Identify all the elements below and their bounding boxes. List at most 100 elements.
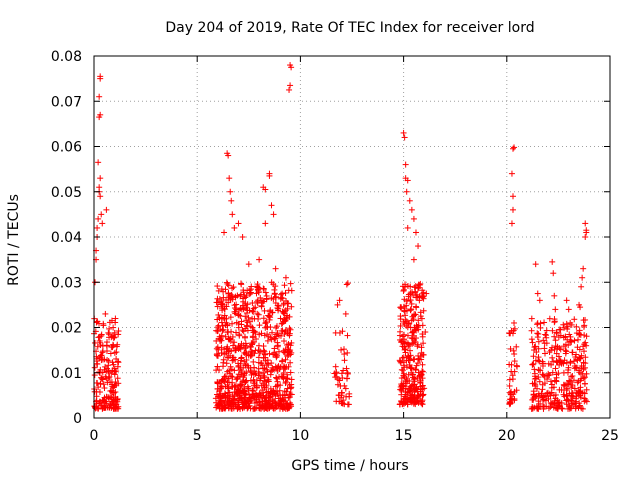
- data-point: [113, 401, 120, 408]
- data-point: [343, 375, 350, 382]
- data-point: [534, 334, 541, 341]
- data-point: [419, 368, 426, 375]
- data-point: [215, 311, 222, 318]
- data-point: [399, 400, 406, 407]
- data-point: [273, 293, 280, 300]
- data-point: [528, 327, 535, 334]
- data-point: [583, 333, 590, 340]
- data-point: [545, 372, 552, 379]
- data-point: [402, 312, 409, 319]
- data-point: [571, 316, 578, 323]
- data-point: [97, 342, 104, 349]
- data-point: [228, 405, 235, 412]
- data-point: [563, 392, 570, 399]
- data-point: [95, 334, 102, 341]
- data-point: [407, 307, 414, 314]
- x-tick-label: 0: [90, 428, 99, 444]
- data-point: [400, 129, 407, 136]
- data-point: [343, 281, 350, 288]
- data-point: [241, 404, 248, 411]
- data-point: [344, 369, 351, 376]
- data-point: [580, 265, 587, 272]
- data-point: [336, 398, 343, 405]
- data-point: [231, 224, 238, 231]
- data-point: [228, 197, 235, 204]
- data-point: [580, 317, 587, 324]
- data-point: [238, 306, 245, 313]
- data-point: [234, 405, 241, 412]
- data-point: [213, 391, 220, 398]
- data-point: [214, 379, 221, 386]
- data-point: [548, 384, 555, 391]
- data-point: [282, 346, 289, 353]
- data-point: [94, 224, 101, 231]
- data-point: [513, 343, 520, 350]
- data-point: [242, 345, 249, 352]
- data-point: [278, 294, 285, 301]
- data-point: [243, 317, 250, 324]
- data-point: [341, 351, 348, 358]
- data-point: [254, 298, 261, 305]
- data-point: [577, 377, 584, 384]
- data-point: [409, 398, 416, 405]
- data-point: [239, 394, 246, 401]
- data-point: [417, 386, 424, 393]
- data-point: [213, 337, 220, 344]
- data-point: [282, 356, 289, 363]
- data-point: [224, 368, 231, 375]
- data-point: [235, 362, 242, 369]
- data-point: [287, 347, 294, 354]
- data-point: [105, 329, 112, 336]
- data-point: [342, 385, 349, 392]
- data-point: [507, 345, 514, 352]
- data-point: [409, 371, 416, 378]
- data-point: [239, 387, 246, 394]
- data-point: [578, 283, 585, 290]
- data-point: [346, 390, 353, 397]
- data-point: [555, 402, 562, 409]
- data-point: [531, 366, 538, 373]
- data-point: [228, 292, 235, 299]
- data-point: [513, 362, 520, 369]
- data-point: [416, 281, 423, 288]
- data-point: [557, 357, 564, 364]
- data-point: [553, 330, 560, 337]
- data-point: [243, 322, 250, 329]
- data-point: [263, 382, 270, 389]
- data-point: [542, 331, 549, 338]
- data-point: [414, 388, 421, 395]
- y-axis-label: ROTI / TECUs: [6, 194, 22, 286]
- data-point: [564, 323, 571, 330]
- data-point: [564, 396, 571, 403]
- data-point: [563, 348, 570, 355]
- data-point: [507, 390, 514, 397]
- data-point: [258, 297, 265, 304]
- data-point: [250, 305, 257, 312]
- data-point: [229, 285, 236, 292]
- data-point: [256, 322, 263, 329]
- data-point: [531, 375, 538, 382]
- data-point: [221, 229, 228, 236]
- data-point: [415, 392, 422, 399]
- data-point: [551, 318, 558, 325]
- data-point: [415, 243, 422, 250]
- data-point: [535, 338, 542, 345]
- data-point: [249, 340, 256, 347]
- data-point: [419, 322, 426, 329]
- data-point: [576, 369, 583, 376]
- data-point: [403, 188, 410, 195]
- data-point: [213, 352, 220, 359]
- data-point: [414, 360, 421, 367]
- data-point: [263, 389, 270, 396]
- data-point: [229, 374, 236, 381]
- data-point: [536, 358, 543, 365]
- data-point: [230, 354, 237, 361]
- data-point: [268, 336, 275, 343]
- data-point: [238, 395, 245, 402]
- data-point: [288, 303, 295, 310]
- data-point: [272, 401, 279, 408]
- data-point: [282, 290, 289, 297]
- data-point: [548, 344, 555, 351]
- data-point: [343, 365, 350, 372]
- data-point: [284, 371, 291, 378]
